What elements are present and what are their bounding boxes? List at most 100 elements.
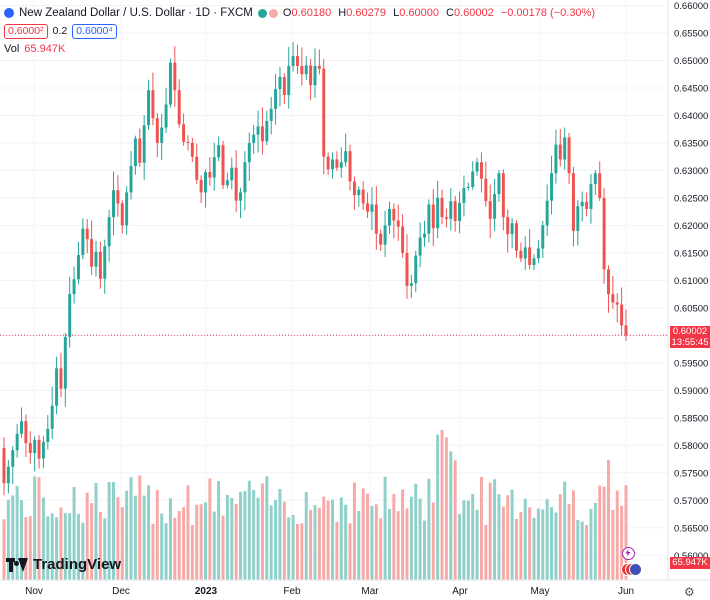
volume-bar [20, 500, 24, 580]
candle-body [326, 156, 330, 170]
candle-body [212, 157, 216, 178]
volume-bar [142, 495, 146, 580]
candle-body [265, 120, 269, 142]
volume-bar [252, 489, 256, 580]
tradingview-logo[interactable]: TradingView [6, 556, 121, 573]
candle-body [247, 142, 251, 163]
candle-body [335, 159, 339, 168]
candle-body [550, 173, 554, 201]
volume-bar [436, 434, 440, 580]
candle-body [173, 62, 177, 91]
volume-bar [59, 507, 63, 580]
candle-body [6, 466, 10, 484]
volume-bar [260, 483, 264, 580]
volume-bar [129, 477, 133, 580]
volume-bar [339, 497, 343, 580]
sell-price-box[interactable]: 0.6000² [4, 23, 48, 39]
candle-body [98, 251, 102, 279]
volume-bar [313, 505, 317, 580]
candle-body [81, 228, 85, 256]
candle-body [221, 145, 225, 186]
candle-body [339, 162, 343, 168]
legend-toggle-buttons[interactable] [257, 8, 278, 18]
volume-value: 65.947K [24, 43, 66, 55]
volume-bar [37, 477, 41, 580]
price-axis-label: 0.62000 [674, 221, 708, 232]
candle-body [85, 228, 89, 240]
candle-body [580, 201, 584, 207]
volume-bar [615, 490, 619, 580]
price-axis-label: 0.64000 [674, 111, 708, 122]
chart-legend: New Zealand Dollar / U.S. Dollar · 1D · … [4, 4, 595, 58]
candle-body [112, 190, 115, 218]
candle-body [589, 184, 593, 209]
candle-body [532, 258, 536, 265]
candle-body [396, 220, 400, 227]
price-axis-label: 0.59500 [674, 358, 708, 369]
candle-body [195, 156, 199, 180]
volume-bar [576, 519, 580, 580]
volume-bar [414, 483, 418, 580]
nzd-flag-icon [4, 8, 14, 18]
flag-icon-3[interactable] [629, 563, 642, 576]
volume-bars [2, 430, 628, 580]
volume-bar [458, 514, 462, 580]
tradingview-logo-text: TradingView [33, 556, 122, 573]
volume-bar [396, 511, 400, 580]
candle-body [94, 251, 98, 267]
volume-bar [33, 476, 37, 580]
high-value: 0.60279 [346, 7, 387, 19]
candle-body [370, 204, 374, 212]
candle-body [168, 62, 172, 105]
down-dot-icon [268, 8, 278, 18]
candle-body [414, 255, 418, 284]
volume-bar [510, 489, 514, 580]
candle-body [230, 167, 234, 181]
volume-bar [46, 516, 50, 580]
volume-bar [449, 451, 453, 580]
candle-body [567, 137, 571, 174]
candle-body [383, 225, 387, 245]
volume-bar [278, 488, 282, 580]
candle-body [361, 189, 365, 204]
candle-body [103, 246, 107, 279]
candle-body [217, 145, 221, 158]
price-axis: 0.66000 0.65500 0.65000 0.64500 0.64000 0.635… [667, 0, 710, 600]
candle-body [501, 173, 505, 218]
low-value: 0.60000 [399, 7, 439, 19]
candle-body [536, 248, 540, 259]
candle-body [366, 203, 370, 212]
volume-bar [85, 492, 89, 580]
volume-bar [182, 507, 186, 580]
volume-bar [24, 517, 28, 580]
candle-body [151, 90, 155, 119]
price-axis-label: 0.62500 [674, 193, 708, 204]
lightning-icon[interactable] [622, 547, 635, 560]
price-axis-label: 0.63000 [674, 166, 708, 177]
candle-body [142, 125, 146, 163]
price-axis-label: 0.65500 [674, 28, 708, 39]
volume-bar [186, 485, 190, 580]
volume-bar [125, 490, 129, 580]
candle-body [208, 172, 212, 178]
time-axis-label: 2023 [195, 586, 218, 597]
volume-bar [558, 494, 562, 580]
open-value: 0.60180 [291, 7, 332, 19]
candle-body [585, 201, 589, 209]
candle-body [313, 65, 317, 86]
symbol-title[interactable]: New Zealand Dollar / U.S. Dollar · 1D · … [19, 7, 253, 19]
candle-body [576, 206, 580, 231]
volume-bar [545, 499, 549, 580]
volume-bar [536, 508, 540, 580]
candle-body [418, 237, 422, 256]
candle-body [129, 166, 133, 193]
volume-label[interactable]: Vol [4, 43, 20, 55]
price-axis-label: 0.64500 [674, 83, 708, 94]
volume-bar [287, 517, 291, 580]
volume-bar [401, 489, 405, 580]
candle-body [252, 134, 256, 143]
settings-gear-icon[interactable]: ⚙ [684, 585, 695, 599]
volume-bar [409, 496, 413, 580]
buy-price-box[interactable]: 0.6000⁴ [72, 23, 117, 39]
